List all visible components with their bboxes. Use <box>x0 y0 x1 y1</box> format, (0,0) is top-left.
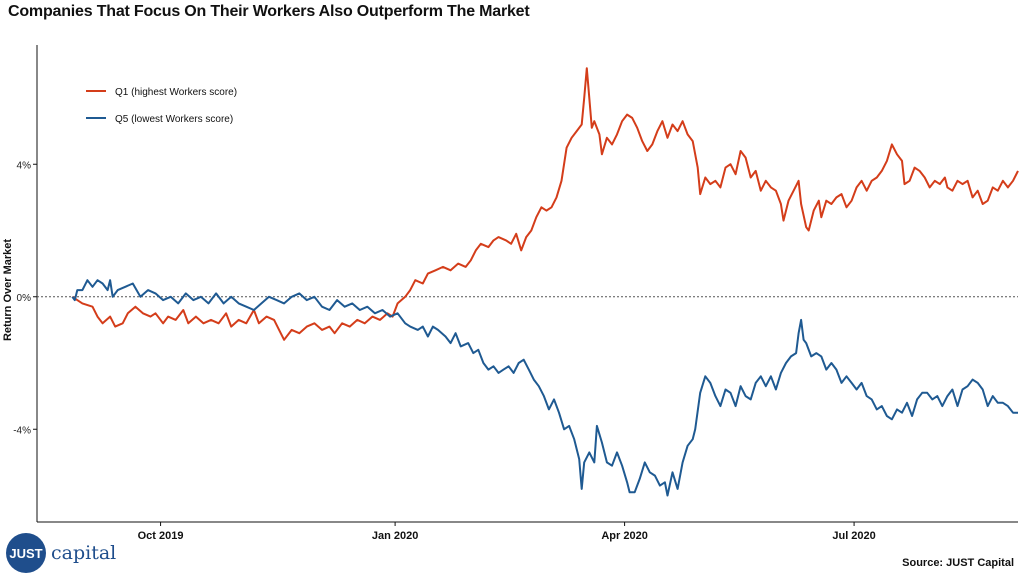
y-axis-label: Return Over Market <box>2 239 14 341</box>
series-line-q5 <box>71 279 1018 497</box>
logo-wordmark: capital <box>51 542 117 564</box>
chart-title: Companies That Focus On Their Workers Al… <box>8 3 530 20</box>
source-note: Source: JUST Capital <box>902 557 1014 569</box>
y-tick-label: 0% <box>17 293 32 304</box>
x-tick-label: Oct 2019 <box>138 530 184 542</box>
x-tick-label: Jan 2020 <box>372 530 418 542</box>
y-tick-label: 4% <box>17 160 32 171</box>
legend-item-q5-label: Q5 (lowest Workers score) <box>115 114 233 125</box>
x-tick-label: Apr 2020 <box>601 530 647 542</box>
series-line-q1 <box>71 67 1019 341</box>
logo-badge: JUST <box>6 533 46 573</box>
legend-item-q1-label: Q1 (highest Workers score) <box>115 87 237 98</box>
just-capital-logo: JUST capital <box>6 533 117 573</box>
y-tick-label: -4% <box>13 425 31 436</box>
x-tick-label: Jul 2020 <box>832 530 875 542</box>
